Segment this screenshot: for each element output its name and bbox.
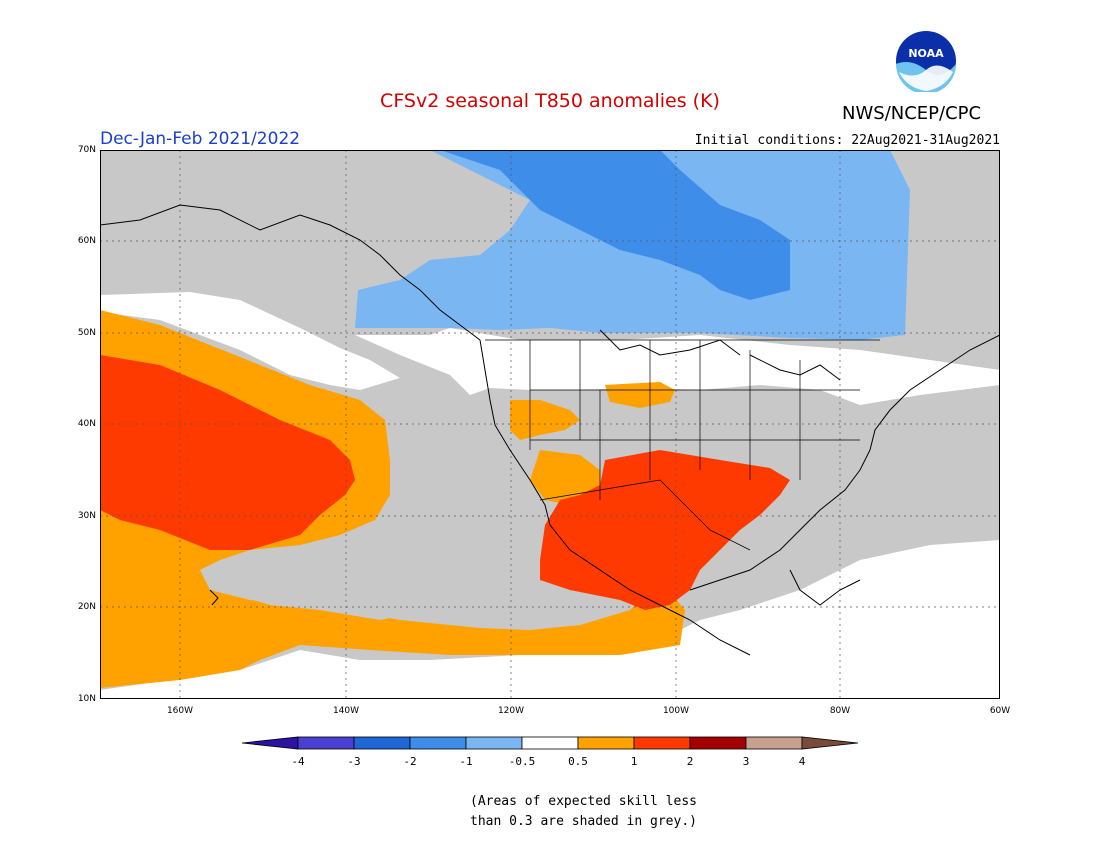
lon-label: 140W [332, 706, 360, 716]
coastlines [100, 204, 1000, 656]
season-label: Dec-Jan-Feb 2021/2022 [100, 129, 301, 149]
blue-region-canada [440, 150, 790, 300]
colorbar-swatch [353, 736, 411, 750]
lat-label: 30N [77, 511, 96, 521]
logo-text: NOAA [908, 47, 944, 60]
colorbar-tick-label: -1 [459, 755, 472, 768]
lon-label: 100W [662, 706, 690, 716]
white-region-south [100, 540, 1000, 699]
colorbar-swatch [297, 736, 355, 750]
colorbar-tick-label: 1 [631, 755, 638, 768]
orange-anomaly-northern-plains [605, 382, 675, 408]
colorbar-tick-label: 0.5 [568, 755, 588, 768]
lon-label: 60W [989, 706, 1011, 716]
skill-note-line-2: than 0.3 are shaded in grey.) [470, 814, 697, 829]
red-anomaly-pacific [100, 355, 355, 550]
colorbar-swatch [745, 736, 803, 750]
skill-note: (Areas of expected skill less than 0.3 a… [470, 792, 697, 832]
colorbar-tick-labels: -4 -3 -2 -1 -0.5 0.5 1 2 3 4 [291, 755, 805, 768]
orange-anomaly-great-basin [510, 400, 580, 440]
initial-conditions: Initial conditions: 22Aug2021-31Aug2021 [694, 133, 1000, 148]
colorbar-swatch [633, 736, 691, 750]
lat-label: 10N [77, 694, 96, 704]
colorbar-swatch [689, 736, 747, 750]
anomaly-map [100, 150, 1000, 699]
colorbar-tick-label: -0.5 [509, 755, 536, 768]
white-region-us-canada [355, 328, 1000, 405]
noaa-logo: NOAA [896, 31, 956, 92]
colorbar-tick-label: -2 [403, 755, 416, 768]
colorbar-swatch [409, 736, 467, 750]
white-band-north-pacific [100, 292, 400, 390]
colorbar-arrow-high [801, 736, 859, 750]
colorbar-tick-label: 3 [743, 755, 750, 768]
lon-label: 120W [497, 706, 525, 716]
lat-label: 70N [77, 145, 96, 155]
colorbar-swatch [577, 736, 635, 750]
orange-anomaly-southwest-us [530, 450, 600, 505]
colorbar-tick-label: 2 [687, 755, 694, 768]
political-borders [485, 339, 880, 551]
colorbar-tick-label: -4 [291, 755, 305, 768]
agency-label: NWS/NCEP/CPC [842, 103, 982, 124]
graticule [100, 150, 1000, 699]
lat-label: 60N [77, 236, 96, 246]
chart-title: CFSv2 seasonal T850 anomalies (K) [380, 90, 720, 112]
colorbar-arrow-low [241, 736, 299, 750]
skill-note-line-1: (Areas of expected skill less [470, 794, 697, 809]
colorbar-swatch [465, 736, 523, 750]
lon-label: 160W [166, 706, 194, 716]
colorbar-swatches [241, 736, 859, 750]
colorbar: -4 -3 -2 -1 -0.5 0.5 1 2 3 4 [241, 736, 859, 768]
lat-label: 50N [77, 328, 96, 338]
lat-label: 20N [77, 602, 96, 612]
lat-label: 40N [77, 419, 96, 429]
colorbar-tick-label: 4 [799, 755, 806, 768]
colorbar-tick-label: -3 [347, 755, 360, 768]
lon-label: 80W [829, 706, 851, 716]
red-anomaly-southern-us-mexico [540, 450, 790, 610]
colorbar-swatch [521, 736, 579, 750]
grey-region-subtropical-pacific [220, 470, 480, 620]
